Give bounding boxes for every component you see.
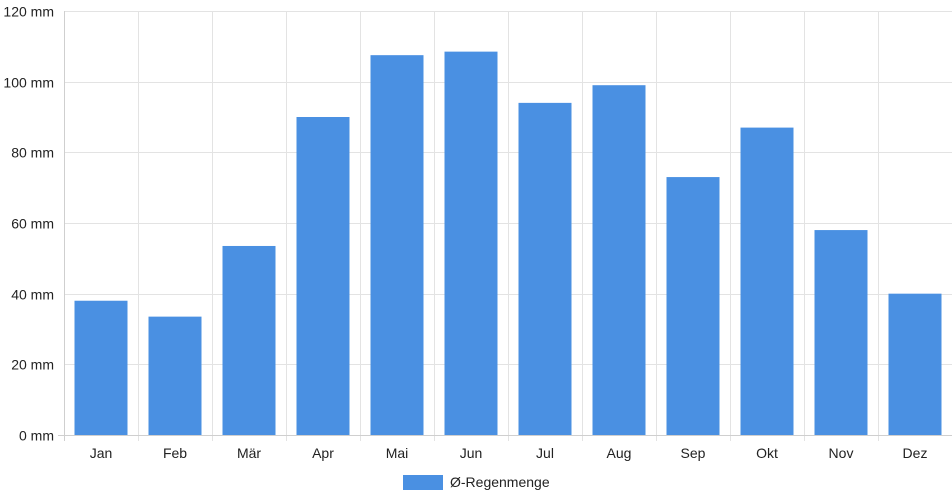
bar-jan[interactable] — [74, 300, 128, 435]
x-tick-label: Nov — [829, 445, 854, 461]
bar-aug[interactable] — [592, 85, 646, 435]
y-tick-label: 80 mm — [11, 145, 54, 161]
bar-feb[interactable] — [148, 316, 202, 435]
y-tick-label: 100 mm — [3, 75, 54, 91]
bar-nov[interactable] — [814, 230, 868, 435]
legend-swatch[interactable] — [403, 475, 443, 490]
grid-lines — [64, 11, 952, 441]
bar-apr[interactable] — [296, 117, 350, 435]
x-tick-label: Okt — [756, 445, 778, 461]
bar-mär[interactable] — [222, 245, 276, 435]
legend[interactable]: Ø-Regenmenge — [403, 474, 550, 490]
y-axis-tick-labels: 0 mm 20 mm 40 mm 60 mm 80 mm 100 mm 120 mm — [3, 4, 54, 444]
bar-dez[interactable] — [888, 293, 942, 435]
legend-label[interactable]: Ø-Regenmenge — [450, 474, 550, 490]
x-axis-tick-labels: Jan Feb Mär Apr Mai Jun Jul Aug Sep Okt Nov Dez — [90, 445, 928, 461]
x-tick-label: Mai — [386, 445, 409, 461]
bar-mai[interactable] — [370, 55, 424, 436]
x-tick-label: Mär — [237, 445, 261, 461]
x-tick-label: Aug — [607, 445, 632, 461]
bars — [74, 51, 942, 436]
x-tick-label: Feb — [163, 445, 187, 461]
x-tick-label: Sep — [681, 445, 706, 461]
axes — [58, 11, 952, 441]
x-tick-label: Dez — [903, 445, 928, 461]
y-tick-label: 40 mm — [11, 287, 54, 303]
x-tick-label: Apr — [312, 445, 334, 461]
bar-jun[interactable] — [444, 51, 498, 435]
x-tick-label: Jan — [90, 445, 113, 461]
y-tick-label: 120 mm — [3, 4, 54, 20]
bar-okt[interactable] — [740, 127, 794, 435]
x-tick-label: Jun — [460, 445, 483, 461]
bar-jul[interactable] — [518, 102, 572, 436]
y-tick-label: 20 mm — [11, 357, 54, 373]
bar-sep[interactable] — [666, 177, 720, 435]
y-tick-label: 60 mm — [11, 216, 54, 232]
y-tick-label: 0 mm — [19, 428, 54, 444]
x-tick-label: Jul — [536, 445, 554, 461]
